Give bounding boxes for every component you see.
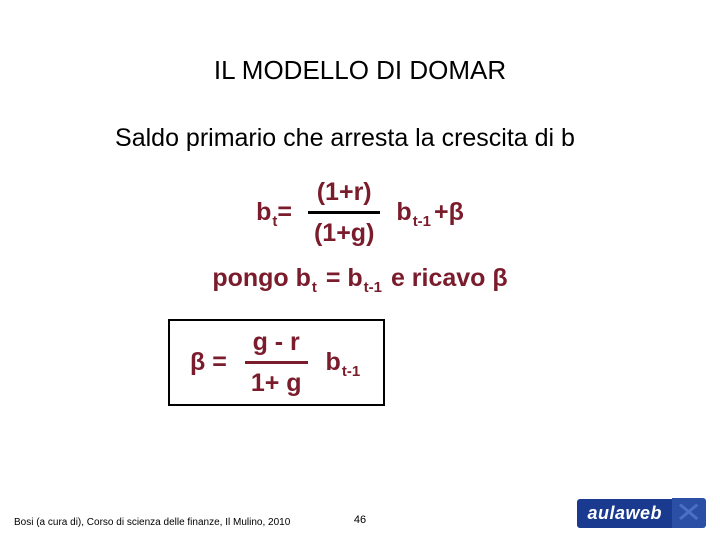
eq1-lhs-sub: t (272, 213, 277, 230)
logo-text: aulaweb (577, 499, 672, 528)
eq1-rhs: bt-1 + β (396, 198, 464, 227)
eq3-numerator: g - r (247, 327, 306, 357)
eq1-denominator: (1+g) (308, 218, 380, 248)
eq1-fraction: (1+r) (1+g) (308, 177, 380, 248)
eq1-lhs-eq: = (277, 198, 292, 227)
eq3-rhs-b: b (326, 348, 341, 377)
eq3-rhs: bt-1 (326, 348, 364, 377)
equation-2: pongo bt = bt-1 e ricavo β (0, 264, 720, 293)
eq1-rhs-plus: + (434, 198, 449, 227)
eq3-lhs: β = (190, 348, 227, 377)
eq1-numerator: (1+r) (311, 177, 378, 207)
eq1-rhs-b: b (396, 198, 411, 227)
eq1-rhs-sub: t-1 (413, 213, 431, 230)
eq2-sub1: t (312, 279, 317, 296)
eq2-beta: β (492, 264, 507, 292)
slide: IL MODELLO DI DOMAR Saldo primario che a… (0, 0, 720, 540)
eq2-mid: = b (319, 264, 363, 292)
footer-credit: Bosi (a cura di), Corso di scienza delle… (14, 517, 290, 528)
eq3-fraction: g - r 1+ g (245, 327, 308, 398)
eq3-rhs-sub: t-1 (342, 363, 360, 380)
aulaweb-logo: aulaweb ✕ (577, 498, 706, 528)
eq2-sub2: t-1 (364, 279, 382, 296)
equation-box-wrapper: β = g - r 1+ g bt-1 (0, 319, 720, 406)
slide-title: IL MODELLO DI DOMAR (0, 55, 720, 86)
slide-subtitle: Saldo primario che arresta la crescita d… (0, 124, 720, 153)
eq1-rhs-beta: β (449, 198, 464, 227)
eq3-denominator: 1+ g (245, 368, 308, 398)
logo-x-icon: ✕ (675, 499, 703, 527)
equation-3-box: β = g - r 1+ g bt-1 (168, 319, 385, 406)
eq1-fraction-bar (308, 211, 380, 214)
eq1-lhs-b: b (256, 198, 271, 227)
equation-1: bt = (1+r) (1+g) bt-1 + β (0, 177, 720, 248)
page-number: 46 (354, 514, 366, 526)
eq3-fraction-bar (245, 361, 308, 364)
logo-icon: ✕ (672, 498, 706, 528)
eq1-lhs: bt = (256, 198, 292, 227)
eq2-post: e ricavo (384, 264, 492, 292)
eq2-pre: pongo b (212, 264, 311, 292)
